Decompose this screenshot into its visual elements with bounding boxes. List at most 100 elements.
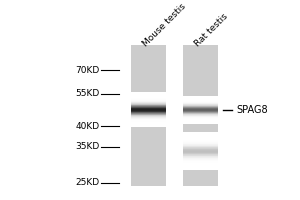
- Bar: [183, 101, 218, 102]
- Bar: [131, 92, 166, 93]
- Bar: [183, 107, 218, 108]
- Bar: [131, 118, 166, 119]
- Bar: [183, 156, 218, 157]
- Bar: [131, 125, 166, 126]
- Bar: [183, 141, 218, 142]
- Bar: [183, 149, 218, 150]
- Text: 35KD: 35KD: [75, 142, 100, 151]
- Bar: [131, 99, 166, 100]
- Bar: [183, 166, 218, 167]
- Bar: [131, 115, 166, 116]
- Bar: [183, 140, 218, 141]
- Bar: [131, 117, 166, 118]
- Bar: [131, 102, 166, 103]
- Bar: [131, 112, 166, 113]
- Bar: [131, 113, 166, 114]
- Bar: [131, 114, 166, 115]
- Bar: [183, 139, 218, 140]
- Text: Rat testis: Rat testis: [193, 11, 229, 48]
- Text: Mouse testis: Mouse testis: [141, 2, 187, 48]
- Bar: [183, 132, 218, 133]
- Bar: [183, 120, 218, 121]
- Bar: [131, 101, 166, 102]
- Bar: [183, 133, 218, 134]
- Bar: [131, 105, 166, 106]
- Text: 70KD: 70KD: [75, 66, 100, 75]
- Bar: [131, 119, 166, 120]
- Bar: [183, 100, 218, 101]
- Bar: [183, 114, 218, 115]
- Bar: [183, 146, 218, 147]
- Bar: [183, 157, 218, 158]
- Bar: [183, 134, 218, 135]
- Bar: [131, 124, 166, 125]
- Bar: [183, 104, 218, 105]
- Bar: [183, 136, 218, 137]
- Bar: [183, 160, 218, 161]
- Bar: [183, 169, 218, 170]
- Bar: [183, 113, 218, 114]
- Bar: [183, 115, 218, 116]
- Bar: [131, 98, 166, 99]
- Bar: [183, 116, 218, 117]
- Bar: [131, 120, 166, 121]
- Bar: [183, 112, 218, 113]
- Bar: [183, 163, 218, 164]
- Bar: [183, 142, 218, 143]
- Bar: [183, 147, 218, 148]
- Bar: [183, 102, 218, 103]
- Bar: [183, 99, 218, 100]
- Bar: [183, 154, 218, 155]
- Bar: [183, 135, 218, 136]
- Text: 55KD: 55KD: [75, 89, 100, 98]
- Bar: [131, 95, 166, 96]
- Bar: [183, 98, 218, 99]
- Text: 40KD: 40KD: [75, 122, 100, 131]
- Bar: [131, 94, 166, 95]
- Bar: [183, 164, 218, 165]
- Bar: [183, 121, 218, 122]
- Bar: [183, 155, 218, 156]
- Bar: [183, 165, 218, 166]
- Bar: [183, 118, 218, 119]
- Bar: [131, 93, 166, 94]
- Bar: [183, 105, 218, 106]
- Bar: [131, 126, 166, 127]
- Text: SPAG8: SPAG8: [236, 105, 268, 115]
- Bar: [131, 121, 166, 122]
- Bar: [183, 45, 218, 186]
- Bar: [183, 152, 218, 153]
- Bar: [131, 122, 166, 123]
- Bar: [183, 117, 218, 118]
- Bar: [131, 45, 166, 186]
- Bar: [183, 145, 218, 146]
- Bar: [183, 97, 218, 98]
- Bar: [131, 116, 166, 117]
- Bar: [183, 150, 218, 151]
- Bar: [131, 108, 166, 109]
- Bar: [131, 103, 166, 104]
- Bar: [183, 159, 218, 160]
- Bar: [131, 97, 166, 98]
- Bar: [183, 168, 218, 169]
- Bar: [183, 138, 218, 139]
- Bar: [131, 109, 166, 110]
- Bar: [131, 104, 166, 105]
- Bar: [131, 100, 166, 101]
- Bar: [131, 110, 166, 111]
- Bar: [183, 109, 218, 110]
- Bar: [183, 106, 218, 107]
- Bar: [131, 96, 166, 97]
- Bar: [183, 153, 218, 154]
- Bar: [183, 151, 218, 152]
- Bar: [183, 123, 218, 124]
- Bar: [131, 111, 166, 112]
- Bar: [183, 96, 218, 97]
- Text: 25KD: 25KD: [75, 178, 100, 187]
- Bar: [183, 161, 218, 162]
- Bar: [183, 158, 218, 159]
- Bar: [183, 103, 218, 104]
- Bar: [131, 106, 166, 107]
- Bar: [183, 119, 218, 120]
- Bar: [183, 110, 218, 111]
